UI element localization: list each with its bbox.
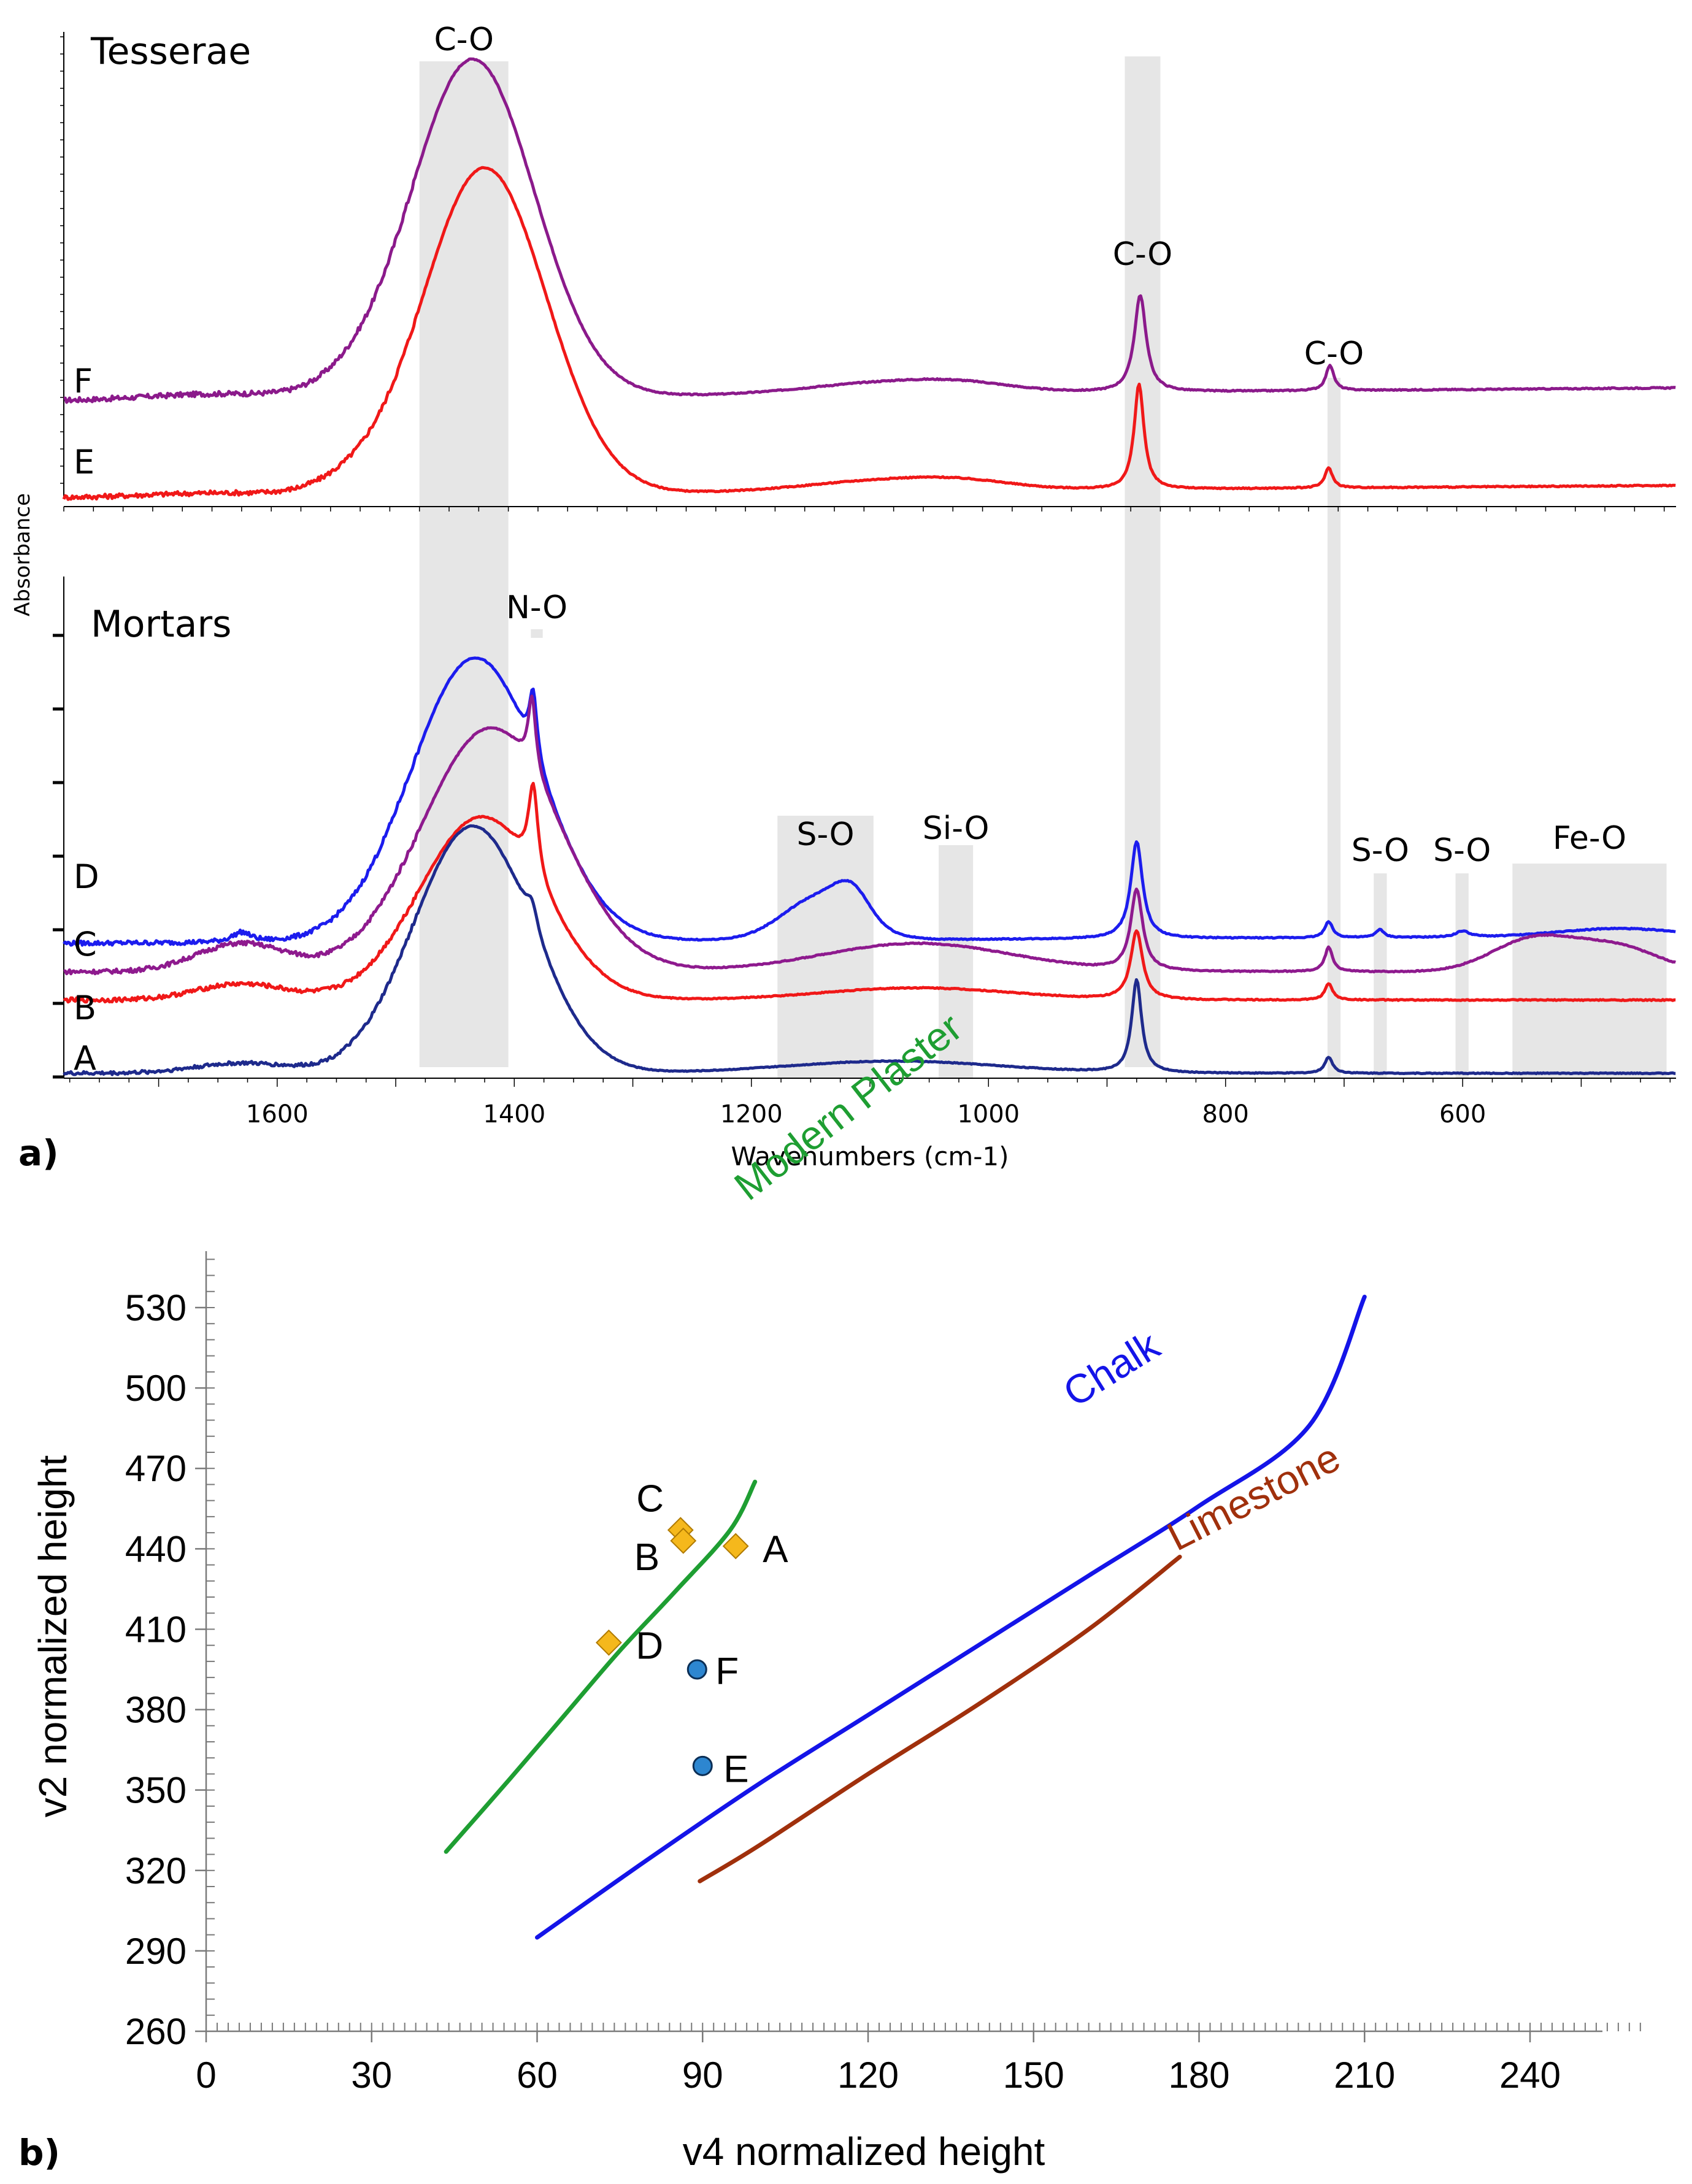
- reference-curves: [444, 1295, 1367, 1940]
- x-axis-label-v4: v4 normalized height: [683, 2129, 1045, 2174]
- sample-points: CB A D F E: [595, 1478, 788, 1790]
- y-tick-label-470: 470: [125, 1448, 187, 1489]
- point-label-D: D: [636, 1625, 663, 1667]
- point-label-B: B: [634, 1536, 659, 1579]
- band-c-o-0: [419, 61, 509, 1067]
- y-tick-label-440: 440: [125, 1528, 187, 1569]
- y-tick-label-410: 410: [125, 1609, 187, 1650]
- band-c-o-3: [1327, 378, 1341, 1078]
- x-tick-label-1000: 1000: [957, 1100, 1020, 1128]
- x-tick-label-180: 180: [1168, 2055, 1229, 2096]
- point-label-C: C: [636, 1478, 664, 1520]
- group-title-tesserae: Tesserae: [90, 30, 251, 73]
- y-tick-label-290: 290: [125, 1931, 187, 1972]
- curve-chalk: [535, 1295, 1367, 1940]
- y-tick-label-320: 320: [125, 1850, 187, 1891]
- spectrum-C: [63, 694, 1677, 976]
- x-tick-label-150: 150: [1003, 2055, 1064, 2096]
- point-F: [686, 1659, 707, 1680]
- tesserae-axis: [63, 32, 1676, 507]
- spectrum-F: [63, 57, 1676, 404]
- spectrum-B: [63, 781, 1676, 1004]
- x-tick-label-0: 0: [196, 2055, 216, 2096]
- band-n-o-1: [531, 629, 543, 638]
- spectra-lines: [62, 57, 1677, 1076]
- band-label-c-o-3: C-O: [1304, 335, 1364, 372]
- x-tick-label-240: 240: [1499, 2055, 1561, 2096]
- band-labels: C-O N-O C-O C-O S-O Si-O S-O S-O Fe-O: [434, 21, 1626, 869]
- y-axis-ticks: 260 290 320 350 380 410 440 470 500 530: [125, 1287, 206, 2052]
- band-label-si-o-5: Si-O: [923, 810, 990, 847]
- spectrum-label-A: A: [74, 1039, 96, 1078]
- spectrum-label-B: B: [74, 989, 96, 1027]
- point-label-E: E: [723, 1748, 748, 1790]
- y-tick-label-260: 260: [125, 2011, 187, 2052]
- scatter-axes: [205, 1251, 1602, 2033]
- x-tick-label-600: 600: [1439, 1100, 1486, 1128]
- y-axis-label-absorbance: Absorbance: [10, 493, 35, 616]
- y-tick-label-350: 350: [125, 1770, 187, 1811]
- point-E: [692, 1755, 713, 1776]
- point-D: [595, 1629, 622, 1656]
- x-tick-label-1200: 1200: [720, 1100, 783, 1128]
- group-title-mortars: Mortars: [91, 603, 231, 646]
- band-si-o-5: [939, 845, 974, 1078]
- spectra-panel: 1600 1400 1200 1000 800 600 C-O N-O C-O C-O S-O Si…: [10, 21, 1677, 1174]
- x-tick-label-1400: 1400: [483, 1100, 545, 1128]
- band-label-n-o-1: N-O: [506, 589, 567, 626]
- point-B: [670, 1527, 697, 1554]
- band-s-o-7: [1455, 873, 1469, 1078]
- spectrum-label-E: E: [74, 443, 94, 481]
- point-label-F: F: [715, 1650, 739, 1693]
- spectrum-D: [63, 656, 1676, 947]
- x-axis-ticks: 0 30 60 90 120 150 180 210 240: [196, 2031, 1561, 2096]
- point-A: [722, 1533, 749, 1560]
- band-fe-o-8: [1512, 864, 1667, 1078]
- curve-limestone: [698, 1554, 1182, 1883]
- x-tick-label-210: 210: [1334, 2055, 1395, 2096]
- panel-label-a: a): [18, 1132, 59, 1174]
- band-highlights: [419, 56, 1667, 1078]
- band-label-s-o-7: S-O: [1433, 832, 1491, 869]
- x-tick-label-60: 60: [517, 2055, 558, 2096]
- panel-label-b: b): [18, 2132, 60, 2174]
- band-c-o-2: [1125, 56, 1161, 1067]
- band-label-c-o-2: C-O: [1113, 236, 1172, 273]
- y-tick-label-530: 530: [125, 1287, 187, 1328]
- y-axis-label-v2: v2 normalized height: [31, 1455, 75, 1818]
- spectrum-E: [62, 166, 1676, 501]
- x-axis-ticks: 1600 1400 1200 1000 800 600: [69, 1078, 1671, 1128]
- y-tick-label-380: 380: [125, 1690, 187, 1731]
- band-label-s-o-6: S-O: [1352, 832, 1409, 869]
- x-tick-label-90: 90: [682, 2055, 723, 2096]
- band-label-c-o-0: C-O: [434, 21, 493, 58]
- band-label-s-o-4: S-O: [796, 816, 854, 853]
- spectrum-label-F: F: [74, 362, 93, 400]
- x-tick-label-30: 30: [351, 2055, 392, 2096]
- y-tick-label-500: 500: [125, 1368, 187, 1409]
- point-label-A: A: [763, 1528, 788, 1571]
- curve-modern-plaster: [444, 1479, 758, 1854]
- spectrum-label-D: D: [74, 857, 99, 896]
- x-axis-label-wavenumbers: Wavenumbers (cm-1): [731, 1141, 1009, 1171]
- band-label-fe-o-8: Fe-O: [1553, 820, 1626, 857]
- spectrum-label-C: C: [74, 925, 97, 964]
- spectrum-A: [63, 824, 1676, 1076]
- x-tick-label-120: 120: [837, 2055, 899, 2096]
- band-s-o-6: [1374, 873, 1387, 1078]
- x-tick-label-800: 800: [1202, 1100, 1249, 1128]
- x-tick-label-1600: 1600: [246, 1100, 309, 1128]
